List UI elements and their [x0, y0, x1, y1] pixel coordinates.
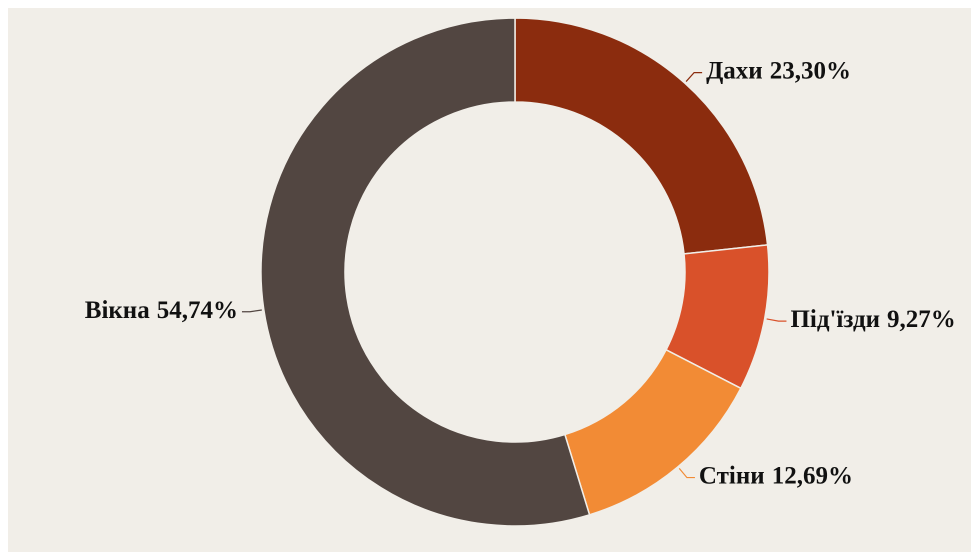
slice-label: Вікна 54,74%: [85, 296, 238, 323]
slice-label: Стіни 12,69%: [699, 462, 853, 489]
slice-value: 12,69%: [772, 462, 853, 489]
donut-slice: [514, 17, 769, 255]
leader-line: [678, 467, 695, 479]
slice-value: 23,30%: [770, 57, 851, 84]
donut-slice: [260, 17, 591, 527]
slice-value: 9,27%: [887, 306, 956, 333]
leader-line: [685, 72, 703, 82]
leader-line: [241, 309, 262, 313]
slice-category: Дахи: [706, 57, 763, 84]
slice-label: Під'їзди 9,27%: [790, 306, 955, 333]
leader-line: [766, 318, 787, 322]
slice-value: 54,74%: [157, 296, 238, 323]
slice-category: Стіни: [699, 462, 765, 489]
slice-category: Вікна: [85, 296, 150, 323]
slice-label: Дахи 23,30%: [706, 57, 851, 84]
slice-category: Під'їзди: [790, 306, 880, 333]
